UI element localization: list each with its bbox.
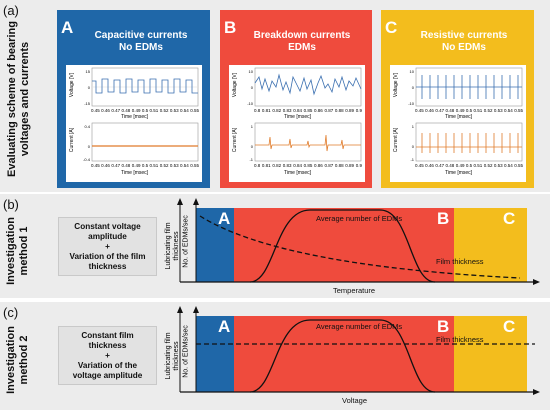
panel-b-plot: 10 0 -10 1 0 -1 [229, 65, 365, 182]
row-c-side-title: Investigation method 2 [5, 326, 30, 394]
row-c-zone-c-letter: C [503, 317, 516, 336]
row-c-film-label: Film thickness [436, 335, 484, 344]
row-b-zone-c-letter: C [503, 209, 516, 228]
svg-text:-10: -10 [247, 101, 254, 106]
panel-c-waveforms: 10 0 -10 1 0 -1 [408, 67, 523, 162]
svg-text:-1: -1 [249, 157, 253, 162]
svg-text:0: 0 [88, 85, 91, 90]
row-c-xlabel: Voltage [342, 396, 368, 405]
row-b-curve-label: Average number of EDMs [316, 214, 403, 223]
row-b-zone-a-letter: A [218, 209, 231, 228]
row-b-edm-curve [249, 209, 436, 283]
svg-text:10: 10 [249, 69, 254, 74]
svg-text:-1: -1 [410, 157, 414, 162]
panel-c-xticks-bottom: 0.45 0.46 0.47 0.48 0.49 0.5 0.51 0.52 0.53 0.54 0… [415, 163, 523, 168]
panel-a-plot: 15 0 -15 0.4 0 -0.4 [66, 65, 202, 182]
row-a-side-title: Evaluating scheme of bearing voltages an… [6, 21, 31, 177]
row-c-zone-c [454, 316, 527, 392]
row-c-zone-b [234, 316, 454, 392]
row-c-zone-b-letter: B [437, 317, 450, 336]
panel-c-plot: 10 0 -10 1 0 -1 [390, 65, 526, 182]
panel-a-waveforms: 15 0 -15 0.4 0 -0.4 [83, 67, 199, 162]
panel-b-xticks-top: 0.8 0.81 0.82 0.83 0.84 0.85 0.86 0.87 0.88 0.89 0… [254, 108, 362, 113]
svg-text:0: 0 [412, 144, 415, 149]
svg-text:0: 0 [88, 144, 91, 149]
row-b-film-curve [199, 215, 521, 279]
panel-b-waveforms: 10 0 -10 1 0 -1 [247, 67, 362, 162]
row-b-zone-c [454, 208, 527, 282]
row-b-xlabel: Temperature [333, 286, 376, 295]
panel-c-ylabel-top: Voltage [V] [393, 72, 399, 98]
row-b-method-box: Constant voltage amplitude + Variation o… [58, 217, 157, 276]
panel-a-ylabel-top: Voltage [V] [69, 72, 75, 98]
panel-c-xlabel-bottom: Time [msec] [445, 170, 473, 176]
row-c-label: (c) [3, 305, 19, 320]
row-c-diagram [177, 306, 540, 395]
row-b-ylabel2: No. of EDMs/sec [182, 215, 190, 268]
row-b-ylabel1: Lubricating film thickness [165, 222, 180, 270]
row-a-label: (a) [3, 3, 19, 18]
row-c-zone-a [196, 316, 234, 392]
row-b-film-label: Film thickness [436, 257, 484, 266]
row-c-ylabel2: No. of EDMs/sec [182, 325, 190, 378]
row-c-zone-a-letter: A [218, 317, 231, 336]
row-b-zone-a [196, 208, 234, 282]
svg-text:10: 10 [410, 69, 415, 74]
svg-text:-10: -10 [408, 101, 415, 106]
panel-b-xlabel-bottom: Time [msec] [284, 170, 312, 176]
panel-a-xticks-bottom: 0.45 0.46 0.47 0.48 0.49 0.5 0.51 0.52 0.53 0.54 0… [91, 163, 199, 168]
panel-a-title: Capacitive currents No EDMs [94, 30, 188, 53]
panel-a-xlabel-top: Time [msec] [121, 114, 149, 120]
panel-c-ylabel-bottom: Current [A] [393, 127, 399, 153]
svg-text:1: 1 [412, 124, 415, 129]
panel-a-xticks-top: 0.45 0.46 0.47 0.48 0.49 0.5 0.51 0.52 0.53 0.54 0… [91, 108, 199, 113]
panel-c-xticks-top: 0.45 0.46 0.47 0.48 0.49 0.5 0.51 0.52 0.53 0.54 0… [415, 108, 523, 113]
row-c-ylabel1: Lubricating film thickness [165, 332, 180, 380]
panel-c-title: Resistive currents No EDMs [420, 30, 508, 53]
panel-b-ylabel-bottom: Current [A] [232, 127, 238, 153]
svg-text:-0.4: -0.4 [83, 157, 91, 162]
panel-c-letter: C [385, 18, 398, 37]
row-b-diagram [177, 198, 540, 285]
svg-text:0: 0 [412, 85, 415, 90]
row-b-zone-b-letter: B [437, 209, 450, 228]
row-b-label: (b) [3, 197, 19, 212]
row-c-edm-curve [249, 319, 436, 393]
panel-a-xlabel-bottom: Time [msec] [121, 170, 149, 176]
panel-a-letter: A [61, 18, 74, 37]
row-c-curve-label: Average number of EDMs [316, 322, 403, 331]
svg-text:15: 15 [86, 69, 91, 74]
panel-a-ylabel-bottom: Current [A] [69, 127, 75, 153]
panel-c-xlabel-top: Time [msec] [445, 114, 473, 120]
row-b-side-title: Investigation method 1 [5, 217, 30, 285]
panel-b-title: Breakdown currents EDMs [253, 30, 351, 53]
svg-text:-15: -15 [84, 101, 91, 106]
panel-b-ylabel-top: Voltage [V] [232, 72, 238, 98]
svg-text:0: 0 [251, 85, 254, 90]
row-c-method-box: Constant film thickness + Variation of t… [58, 326, 157, 385]
panel-b-xticks-bottom: 0.8 0.81 0.82 0.83 0.84 0.85 0.86 0.87 0.88 0.89 0… [254, 163, 362, 168]
panel-b-letter: B [224, 18, 237, 37]
svg-text:0.4: 0.4 [84, 124, 90, 129]
svg-text:0: 0 [251, 144, 254, 149]
panel-b-xlabel-top: Time [msec] [284, 114, 312, 120]
svg-text:1: 1 [251, 124, 254, 129]
